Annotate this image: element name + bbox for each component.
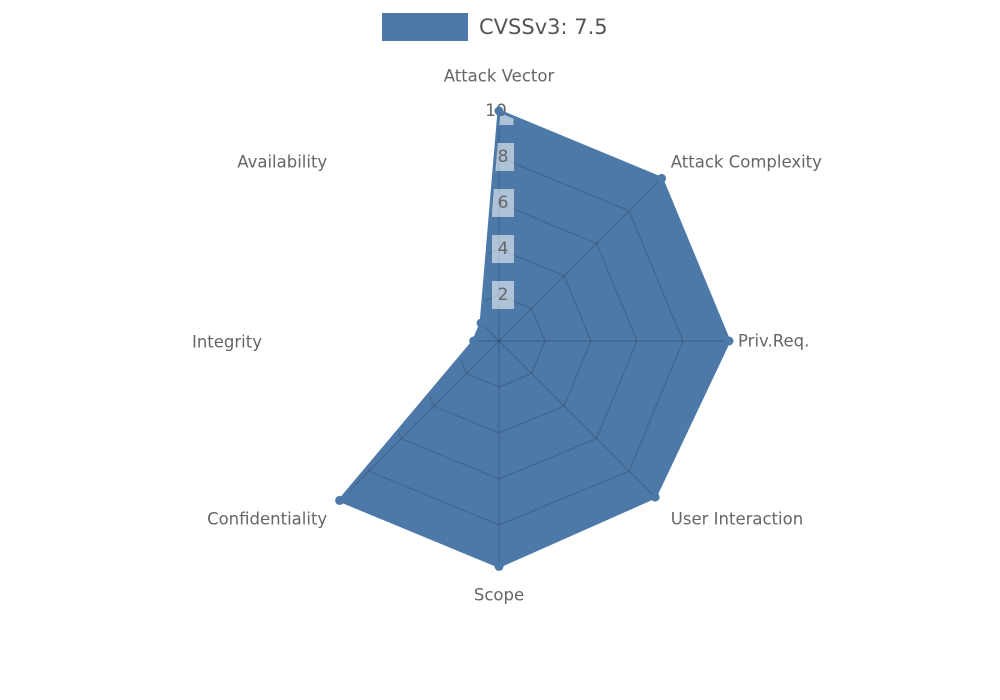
vertex-marker: [650, 492, 660, 502]
tick-box: [492, 143, 514, 171]
tick-label: 6: [498, 193, 509, 213]
vertex-marker: [476, 318, 486, 328]
grid-spoke: [339, 177, 500, 342]
vertex-marker: [335, 495, 345, 505]
axis-label: Availability: [237, 153, 327, 172]
legend: CVSSv3: 7.5: [382, 13, 608, 41]
tick-label: 4: [498, 239, 509, 259]
axis-label: Priv.Req.: [738, 332, 809, 351]
vertex-marker: [469, 336, 479, 346]
axis-label: Integrity: [192, 333, 262, 352]
grid-spoke: [339, 340, 500, 505]
axis-label: User Interaction: [671, 509, 803, 528]
axis-label: Scope: [474, 586, 524, 605]
legend-swatch: [382, 13, 468, 41]
grid-spoke: [498, 340, 663, 505]
tick-label: 8: [498, 147, 509, 167]
tick-label: 2: [498, 285, 509, 305]
tick-box: [492, 189, 514, 217]
vertex-marker: [494, 106, 504, 116]
vertex-marker: [494, 561, 504, 571]
tick-box: [492, 281, 514, 309]
vertex-marker: [657, 173, 667, 183]
vertex-marker: [724, 336, 734, 346]
axis-label: Attack Vector: [444, 67, 555, 86]
axis-label: Attack Complexity: [671, 153, 822, 172]
grid-spoke: [498, 177, 663, 342]
legend-label: CVSSv3: 7.5: [479, 15, 608, 39]
tick-box: [492, 235, 514, 263]
data-polygon-fill: [339, 111, 729, 567]
axis-label: Confidentiality: [207, 509, 327, 528]
